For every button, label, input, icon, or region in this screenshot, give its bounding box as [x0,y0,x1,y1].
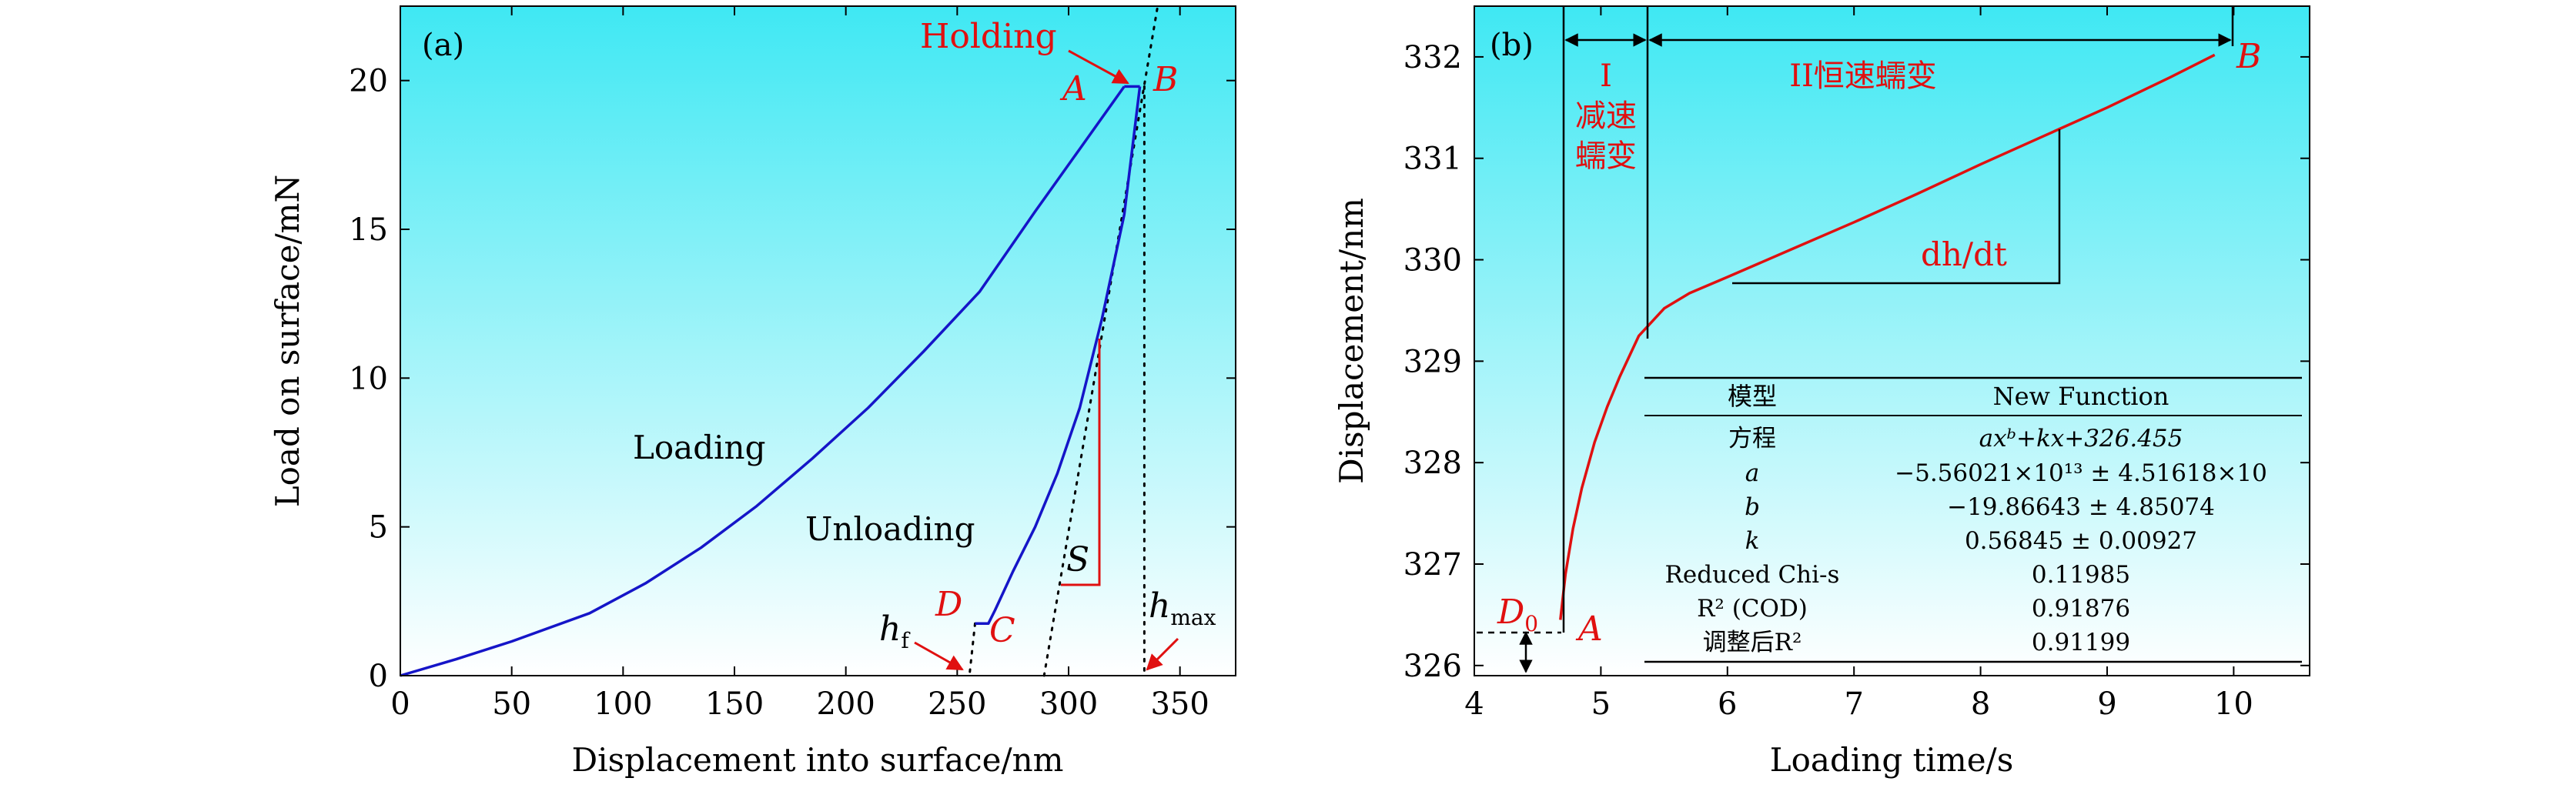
panel-b-x-tick-label: 7 [1844,686,1863,722]
table-header-function: New Function [1993,382,2170,411]
unloading-label: Unloading [805,510,975,548]
panel-a-x-tick-label: 0 [390,686,410,722]
panel-b-x-tick-label: 8 [1971,686,1990,722]
panel-a-x-tick-label: 200 [816,686,875,722]
table-row-value: −19.86643 ± 4.85074 [1947,493,2215,521]
h-f-arrow [914,641,964,671]
table-row-value: 0.11985 [2032,561,2130,589]
table-row-value: 0.56845 ± 0.00927 [1965,527,2197,555]
panel-a-y-tick-label: 0 [369,659,388,694]
point-b-label-b: B [2236,37,2261,76]
panel-b-marks [1559,53,2216,620]
region-2-label: II恒速蠕变 [1789,58,1937,94]
panel-a-x-tick-label: 150 [705,686,764,722]
table-row-label: a [1745,459,1759,487]
panel-b: I 减速 蠕变 II恒速蠕变 dh/dt A B D0 模型 New Funct… [1333,5,2310,779]
point-d-label: D [935,585,962,624]
panel-b-y-tick-label: 326 [1403,649,1462,684]
panel-b-y-tick-label: 328 [1403,446,1462,481]
panel-a-y-tick-label: 15 [349,212,388,248]
panel-a-y-tick-label: 10 [349,361,388,396]
panel-b-x-tick-label: 5 [1591,686,1611,722]
table-row-value: −5.56021×10¹³ ± 4.51618×10 [1895,459,2267,487]
table-row-label: b [1745,493,1760,521]
panel-a: 0 50 100 150 200 250 300 350 0 5 10 15 20 (a) Displa… [269,5,1236,779]
table-row-label: R² (COD) [1697,595,1808,623]
h-max-label: hmax [1149,586,1216,630]
tangent-line [968,622,976,677]
panel-a-y-tick-label: 5 [369,510,388,546]
panel-label-b: (b) [1490,28,1534,63]
region-1-label: I [1600,58,1612,94]
plot-frame-a [400,5,1236,676]
panel-a-ticks: 0 50 100 150 200 250 300 350 0 5 10 15 20 [349,6,1236,722]
panel-b-y-tick-label: 332 [1403,40,1462,75]
y-axis-label-b: Displacement/nm [1333,198,1370,484]
point-a-label-b: A [1575,609,1603,649]
series-creep-line [1559,53,2216,620]
panel-b-y-tick-label: 330 [1403,243,1462,279]
slope-label: dh/dt [1921,235,2007,273]
table-row-label: Reduced Chi-s [1665,561,1840,589]
panel-b-x-tick-label: 10 [2214,686,2253,722]
x-axis-label-a: Displacement into surface/nm [571,741,1063,779]
panel-a-x-tick-label: 100 [594,686,652,722]
point-b-label-a: B [1153,60,1178,99]
d0-label: D0 [1497,593,1538,636]
table-row-label: 方程 [1728,425,1776,452]
stiffness-bracket [1061,339,1101,586]
stiffness-label: S [1066,540,1089,579]
panel-a-x-tick-label: 50 [492,686,531,722]
holding-arrow [1068,49,1129,85]
panel-a-marks [400,5,1159,677]
table-row-value: 0.91876 [2032,595,2130,623]
plot-frame-b [1474,5,2310,676]
fit-table: 模型 New Function 方程 axᵇ+kx+326.455 a −5.5… [1644,376,2302,663]
y-axis-label-a: Load on surface/mN [269,175,306,508]
series-unloading-line [975,86,1142,626]
region-1-line1: 减速 [1575,98,1637,134]
x-axis-label-b: Loading time/s [1770,741,2014,779]
tangent-line [1042,5,1159,677]
panel-b-ticks: 4 5 6 7 8 9 10 326 327 328 329 330 331 332 [1403,6,2310,722]
holding-label: Holding [920,17,1057,56]
panel-a-x-tick-label: 350 [1150,686,1209,722]
panel-a-x-tick-label: 250 [928,686,986,722]
panel-b-y-tick-label: 327 [1403,547,1462,583]
panel-a-y-tick-label: 20 [349,64,388,99]
loading-label: Loading [633,429,765,466]
panel-b-y-tick-label: 329 [1403,344,1462,379]
plot-area-b [1474,6,2310,676]
series-loading-line [400,85,1126,677]
point-c-label: C [989,611,1015,650]
table-row-label: k [1745,527,1760,555]
panel-b-x-tick-label: 4 [1464,686,1484,722]
panel-label-a: (a) [422,28,464,63]
h-max-arrow [1146,637,1179,671]
panel-b-x-tick-label: 9 [2097,686,2116,722]
h-f-label: hf [879,609,911,653]
panel-b-y-tick-label: 331 [1403,142,1462,177]
slope-triangle [1732,129,2061,285]
table-row-value: 0.91199 [2032,629,2130,656]
region-1-line2: 蠕变 [1575,139,1637,174]
panel-a-x-tick-label: 300 [1039,686,1098,722]
point-a-label-a: A [1059,69,1087,109]
table-row-value: axᵇ+kx+326.455 [1979,425,2183,452]
table-row-label: 调整后R² [1703,629,1802,656]
table-header-model: 模型 [1728,382,1777,411]
panel-b-x-tick-label: 6 [1718,686,1737,722]
